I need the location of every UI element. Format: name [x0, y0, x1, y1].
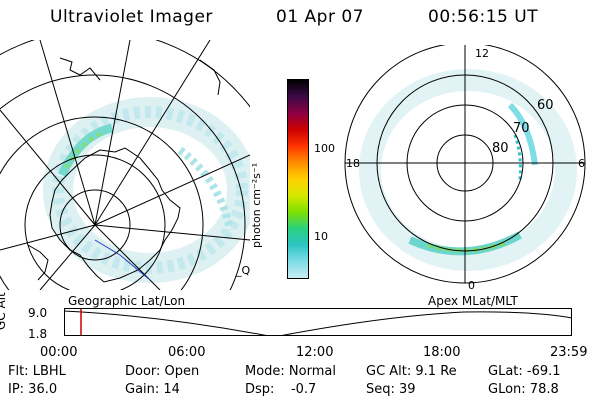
gain-info: Gain: 14 [125, 382, 180, 397]
time-tick-0600: 06:00 [168, 345, 206, 360]
altitude-curve [64, 310, 572, 336]
aurora-oval-geo [43, 97, 250, 283]
time-tick-1200: 12:00 [296, 345, 334, 360]
time-tick-1800: 18:00 [423, 345, 461, 360]
mlt-label-18: 18 [346, 157, 360, 170]
longitude-lines [0, 40, 250, 290]
time-label: 00:56:15 UT [428, 7, 539, 27]
antarctica-coastline [49, 147, 181, 283]
gc-alt-info: GC Alt: 9.1 Re [366, 364, 457, 379]
apex-caption: Apex MLat/MLT [428, 294, 518, 308]
intensity-colorbar [287, 79, 309, 279]
orbit-altitude-timeline[interactable] [64, 308, 572, 336]
gc-alt-axis-label: GC Alt [0, 292, 8, 330]
apex-polar-plot [344, 45, 586, 284]
mlt-label-0: 0 [468, 279, 475, 292]
seq-info: Seq: 39 [366, 382, 416, 397]
mlat-label-80: 80 [492, 141, 509, 156]
mlt-label-12: 12 [475, 47, 489, 60]
time-tick-2359: 23:59 [550, 345, 588, 360]
mlt-axes [345, 45, 585, 283]
glon-info: GLon: 78.8 [488, 382, 559, 397]
mlt-label-6: 6 [578, 157, 585, 170]
colorbar-label-10: 10 [314, 230, 328, 243]
date-label: 01 Apr 07 [276, 7, 364, 27]
dsp-info: Dsp: -0.7 [245, 382, 317, 397]
colorbar-label-100: 100 [314, 142, 335, 155]
timeline-ylabel-top: 9.0 [28, 306, 48, 320]
mode-info: Mode: Normal [245, 364, 336, 379]
time-tick-0000: 00:00 [40, 345, 78, 360]
mlat-label-70: 70 [513, 121, 530, 136]
filter-info: Flt: LBHL [8, 364, 66, 379]
mlat-label-60: 60 [537, 98, 554, 113]
geo-corner-mark: _Q [236, 264, 251, 277]
geographic-caption: Geographic Lat/Lon [68, 294, 186, 308]
geographic-aurora-image [0, 40, 250, 290]
glat-info: GLat: -69.1 [488, 364, 561, 379]
latitude-circles [0, 40, 250, 290]
colorbar-unit-label: photon cm⁻²s⁻¹ [250, 162, 263, 248]
instrument-title: Ultraviolet Imager [50, 7, 213, 27]
timeline-ylabel-bottom: 1.8 [28, 327, 48, 341]
door-info: Door: Open [125, 364, 200, 379]
ip-info: IP: 36.0 [8, 382, 58, 397]
